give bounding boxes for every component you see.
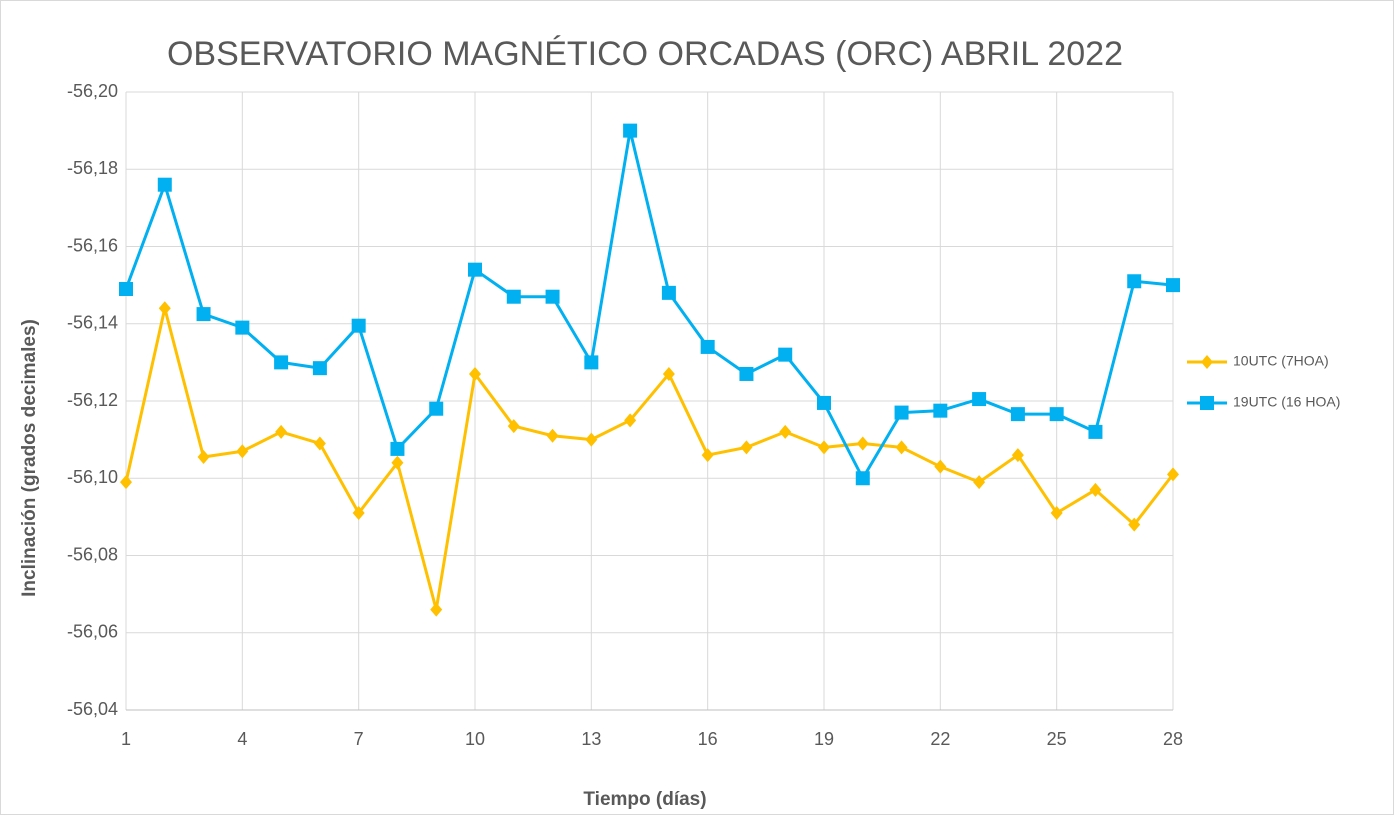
x-tick-label: 22 [930,729,950,749]
marker [1127,274,1142,289]
x-tick-label: 25 [1047,729,1067,749]
marker [1010,407,1025,422]
marker [429,401,444,416]
marker [1049,407,1064,422]
marker [468,262,482,277]
marker [701,448,714,463]
x-tick-label: 4 [237,729,247,749]
marker [934,459,947,474]
marker [275,424,288,439]
marker [235,320,250,335]
marker [895,440,908,455]
legend-label: 10UTC (7HOA) [1233,353,1329,369]
marker [855,471,870,486]
marker [584,355,599,370]
y-tick-label: -56,16 [67,235,118,255]
marker [352,506,365,521]
marker [856,436,869,451]
series-line [124,129,1174,480]
marker [818,440,830,455]
marker [700,339,715,354]
y-tick-label: -56,12 [67,390,118,410]
chart-title: OBSERVATORIO MAGNÉTICO ORCADAS (ORC) ABR… [167,35,1123,73]
marker [391,455,404,470]
x-axis-title: Tiempo (días) [583,789,706,810]
marker [545,289,560,304]
x-tick-label: 28 [1163,729,1183,749]
marker [157,177,172,192]
marker [972,392,987,407]
marker [312,361,327,376]
marker [933,403,948,418]
marker [661,285,676,300]
marker [430,602,443,617]
marker [507,419,520,434]
marker [624,413,637,428]
marker [1089,482,1102,497]
x-tick-label: 10 [465,729,485,749]
y-tick-label: -56,20 [67,81,118,101]
marker [817,395,831,410]
marker [506,289,521,304]
y-tick-label: -56,10 [67,467,118,487]
marker [1050,506,1063,521]
y-tick-label: -56,06 [67,622,118,642]
marker [1088,424,1103,439]
marker [197,450,210,465]
marker [236,444,249,459]
x-tick-label: 13 [581,729,601,749]
marker [120,475,132,490]
marker [740,440,753,455]
marker [894,405,909,420]
y-axis-title: Inclinación (grados decimales) [19,319,40,597]
marker [1166,278,1180,293]
y-tick-label: -56,08 [67,544,118,564]
legend-label: 19UTC (16 HOA) [1233,394,1340,410]
marker [778,347,793,362]
marker [390,441,405,456]
marker [662,366,675,381]
y-tick-label: -56,14 [67,313,118,333]
marker [1167,467,1179,482]
marker [779,424,792,439]
marker [313,436,326,451]
marker [1011,448,1024,463]
marker [158,301,171,316]
series-line [124,306,1175,612]
marker [1201,355,1213,369]
marker [973,475,986,490]
y-tick-label: -56,18 [67,158,118,178]
marker [469,366,481,381]
y-tick-label: -56,04 [67,699,118,719]
marker [739,366,754,381]
marker [351,318,366,333]
x-tick-label: 19 [814,729,834,749]
x-tick-label: 16 [698,729,718,749]
marker [623,123,638,138]
marker [196,307,211,322]
marker [546,428,559,443]
x-tick-label: 1 [121,729,131,749]
marker [1128,517,1141,532]
x-tick-label: 7 [354,729,364,749]
marker [274,355,289,370]
marker [585,432,598,447]
marker [1200,396,1214,410]
marker [119,281,133,296]
